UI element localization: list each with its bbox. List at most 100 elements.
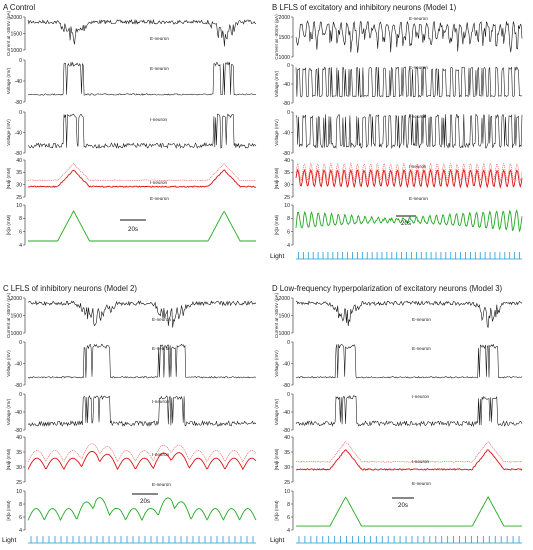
- y-tick-label: 25: [16, 480, 22, 486]
- y-tick-label: -80: [15, 100, 23, 106]
- trace-label-na-i-neuron: I-neuron: [409, 164, 427, 169]
- y-tick-label: 40: [16, 435, 22, 441]
- y-tick-label: 35: [284, 450, 290, 456]
- y-tick-label: 1500: [278, 35, 290, 41]
- y-tick-label: -40: [283, 361, 291, 367]
- y-tick-label: 0: [287, 392, 290, 398]
- panel-title: C LFLS of inhibitory neurons (Model 2): [3, 284, 137, 293]
- na-e-neuron-trace: [27, 450, 257, 471]
- trace-label-na-i-neuron: I-neuron: [150, 180, 168, 185]
- na-e-neuron-trace: [295, 168, 523, 189]
- current-trace: [27, 300, 257, 328]
- trace-label-e-neuron-current: E-neuron: [152, 317, 171, 322]
- current-trace: [295, 300, 523, 328]
- light-label: Light: [2, 537, 16, 544]
- voltage-trace: [295, 395, 523, 427]
- panel-b: B LFLS of excitatory and inhibitory neur…: [270, 3, 523, 260]
- trace-label-na-i-neuron: I-neuron: [152, 452, 170, 457]
- trace-label-i-neuron-voltage: I-neuron: [152, 399, 170, 404]
- k-trace: [27, 497, 257, 522]
- y-tick-label: 40: [16, 158, 22, 164]
- trace-label-na-i-neuron: I-neuron: [412, 459, 430, 464]
- y-axis-label: [K]o (mM): [6, 214, 11, 235]
- y-tick-label: 10: [16, 489, 22, 495]
- trace-label-na-e-neuron: E-neuron: [409, 196, 428, 201]
- y-tick-label: 0: [19, 58, 22, 64]
- y-tick-label: 2000: [10, 15, 22, 21]
- y-tick-label: 6: [19, 229, 22, 235]
- y-tick-label: 0: [287, 340, 290, 346]
- trace-label-i-neuron-voltage: I-neuron: [150, 117, 168, 122]
- trace-label-na-e-neuron: E-neuron: [412, 481, 431, 486]
- y-tick-label: 0: [19, 110, 22, 116]
- y-axis-label: Current at -30mV (pA): [274, 292, 279, 338]
- scale-bar-label: 20s: [140, 498, 150, 505]
- trace-label-na-e-neuron: E-neuron: [150, 196, 169, 201]
- voltage-trace: [295, 343, 523, 379]
- na-e-neuron-trace: [295, 449, 523, 471]
- y-axis-label: Current at -30mV (pA): [6, 292, 11, 338]
- na-e-neuron-trace: [27, 169, 257, 188]
- y-axis-label: [K]o (mM): [6, 500, 11, 521]
- y-tick-label: 25: [284, 480, 290, 486]
- light-label: Light: [270, 253, 284, 260]
- y-axis-label: Current at -30mV (pA): [6, 10, 11, 56]
- y-tick-label: 2000: [10, 296, 22, 302]
- y-tick-label: -80: [283, 101, 291, 107]
- na-i-neuron-trace: [295, 440, 523, 463]
- trace-label-e-neuron-voltage: E-neuron: [152, 346, 171, 351]
- panel-c: C LFLS of inhibitory neurons (Model 2)Cu…: [2, 284, 257, 544]
- trace-label-na-e-neuron: E-neuron: [152, 482, 171, 487]
- y-tick-label: -40: [283, 82, 291, 88]
- y-axis-label: [Na]i (mM): [274, 448, 279, 470]
- y-tick-label: 1000: [10, 48, 22, 54]
- y-tick-label: -80: [15, 383, 23, 389]
- y-tick-label: -40: [283, 410, 291, 416]
- y-tick-label: 6: [287, 515, 290, 521]
- y-tick-label: 0: [19, 392, 22, 398]
- y-tick-label: 2000: [278, 15, 290, 21]
- trace-label-i-neuron-voltage: I-neuron: [409, 114, 427, 119]
- y-tick-label: 10: [16, 203, 22, 209]
- y-axis-label: Voltage (mV): [6, 119, 11, 146]
- scale-bar-label: 20s: [401, 220, 411, 227]
- y-tick-label: 0: [287, 110, 290, 116]
- y-axis-label: Voltage (mV): [6, 398, 11, 425]
- y-tick-label: 8: [19, 502, 22, 508]
- y-tick-label: -40: [15, 410, 23, 416]
- y-tick-label: 40: [284, 158, 290, 164]
- panel-d: D Low-frequency hyperpolarization of exc…: [270, 284, 523, 544]
- y-tick-label: -80: [283, 428, 291, 434]
- voltage-trace: [27, 343, 257, 379]
- voltage-trace: [295, 66, 523, 98]
- y-tick-label: -80: [15, 428, 23, 434]
- trace-label-e-neuron-current: E-neuron: [150, 36, 169, 41]
- scale-bar-label: 20s: [128, 226, 138, 233]
- k-trace: [28, 210, 256, 242]
- y-tick-label: 1500: [278, 313, 290, 319]
- y-axis-label: Voltage (mV): [274, 119, 279, 146]
- trace-label-e-neuron-voltage: E-neuron: [150, 66, 169, 71]
- panel-title: B LFLS of excitatory and inhibitory neur…: [272, 3, 457, 12]
- voltage-trace: [27, 61, 257, 96]
- y-tick-label: 1500: [10, 31, 22, 37]
- trace-label-e-neuron-current: E-neuron: [412, 317, 431, 322]
- y-tick-label: 0: [19, 340, 22, 346]
- y-axis-label: [K]o (mM): [274, 500, 279, 521]
- y-tick-label: 8: [19, 216, 22, 222]
- y-tick-label: 6: [287, 229, 290, 235]
- y-axis-label: Voltage (mV): [274, 70, 279, 97]
- current-trace: [295, 20, 523, 53]
- y-tick-label: 25: [16, 195, 22, 201]
- current-trace: [27, 18, 257, 47]
- y-tick-label: -40: [15, 361, 23, 367]
- y-tick-label: 35: [284, 170, 290, 176]
- y-tick-label: -80: [283, 383, 291, 389]
- y-tick-label: 1000: [278, 55, 290, 61]
- y-tick-label: -80: [283, 151, 291, 157]
- y-tick-label: 10: [284, 489, 290, 495]
- y-tick-label: 4: [287, 243, 290, 249]
- y-axis-label: [Na]i (mM): [274, 167, 279, 189]
- y-tick-label: 1000: [10, 331, 22, 337]
